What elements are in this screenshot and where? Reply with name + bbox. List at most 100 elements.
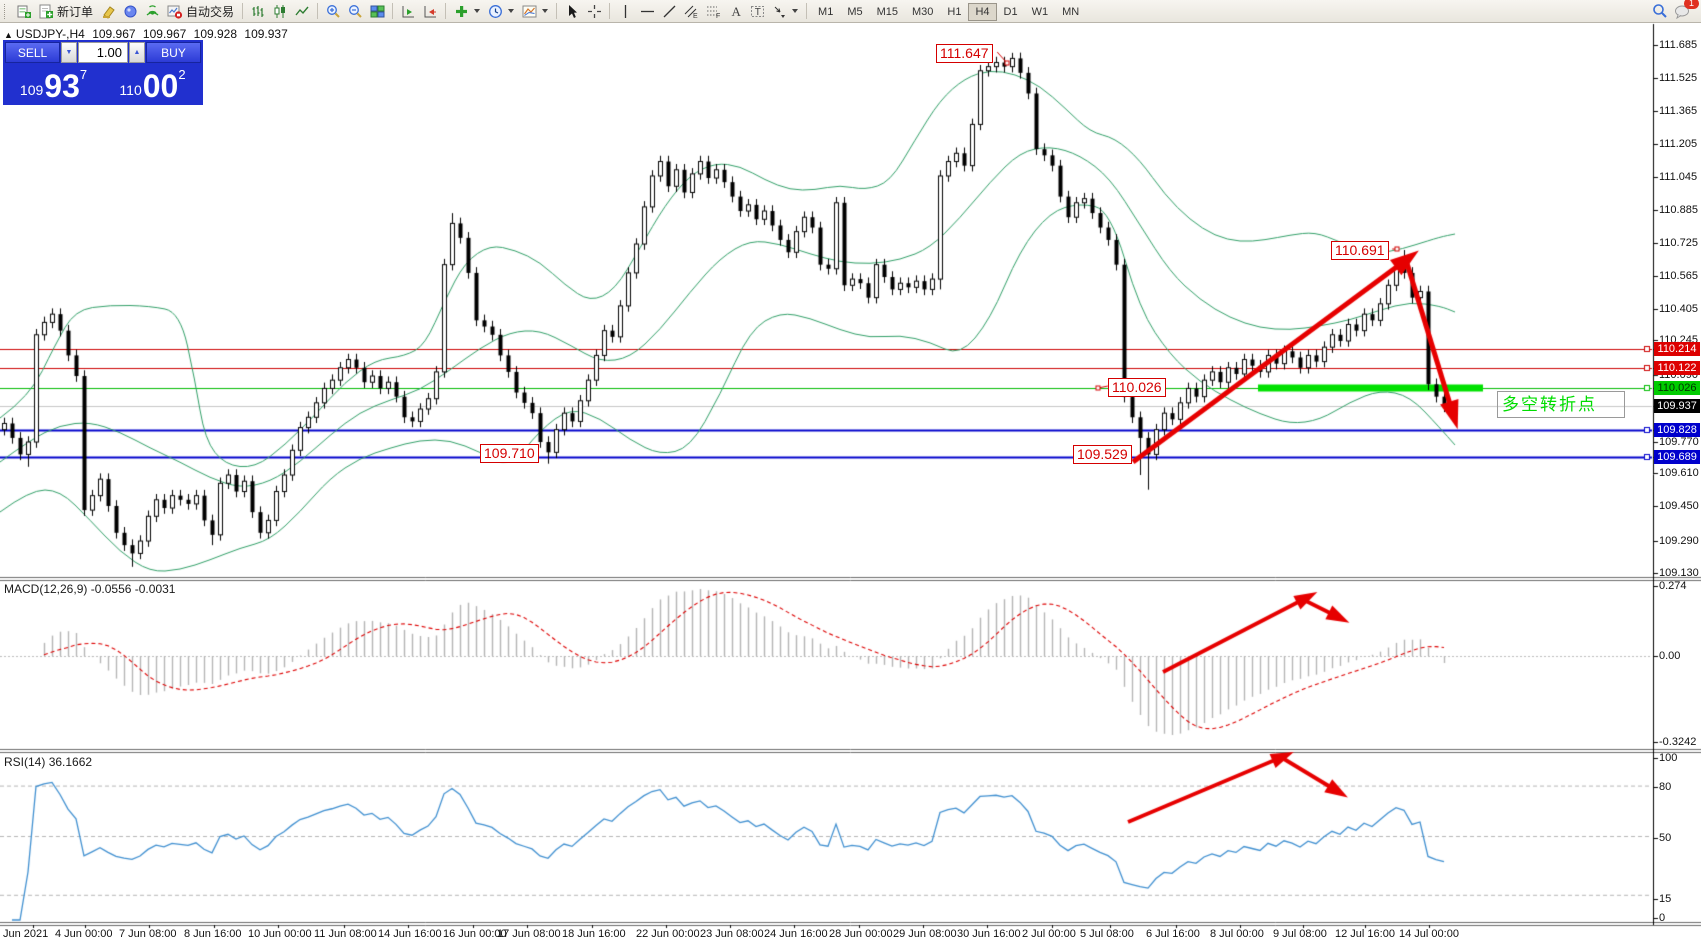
time-axis-tick: 30 Jun 16:00 bbox=[957, 928, 1021, 940]
main-toolbar: 新订单 自动交易 bbox=[0, 0, 1701, 23]
price-axis-tick: 111.205 bbox=[1659, 138, 1698, 150]
svg-text:E: E bbox=[693, 13, 698, 19]
time-axis-tick: 10 Jun 00:00 bbox=[248, 928, 312, 940]
chevron-down-icon bbox=[792, 9, 799, 13]
price-axis-tick: 109.450 bbox=[1659, 500, 1699, 512]
timeframe-group: M1 M5 M15 M30 H1 H4 D1 W1 MN bbox=[811, 2, 1086, 21]
bar-chart-icon[interactable] bbox=[247, 2, 269, 21]
equidistant-channel-icon[interactable]: E bbox=[680, 2, 702, 21]
trendline-icon[interactable] bbox=[658, 2, 680, 21]
svg-text:F: F bbox=[716, 13, 720, 19]
sell-button[interactable]: SELL bbox=[5, 42, 60, 63]
price-axis-tick: 111.525 bbox=[1659, 72, 1698, 84]
sell-price-big: 93 bbox=[44, 67, 80, 104]
volume-decrease-button[interactable]: ▼ bbox=[61, 42, 77, 63]
sell-price-base: 109 bbox=[19, 82, 44, 98]
toolbar-separator bbox=[392, 3, 394, 19]
text-icon[interactable]: A bbox=[724, 2, 746, 21]
candlestick-chart-icon[interactable] bbox=[269, 2, 291, 21]
turning-point-note[interactable]: 多空转折点 bbox=[1497, 391, 1625, 418]
buy-price-quote[interactable]: 110 00 2 bbox=[104, 65, 201, 103]
time-axis-tick: 11 Jun 08:00 bbox=[314, 928, 377, 940]
vertical-line-icon[interactable] bbox=[614, 2, 636, 21]
buy-price-sup: 2 bbox=[178, 67, 186, 82]
collapse-icon[interactable]: ▲ bbox=[4, 30, 13, 40]
svg-text:A: A bbox=[731, 4, 741, 19]
timeframe-m5[interactable]: M5 bbox=[847, 6, 863, 18]
search-icon[interactable] bbox=[1649, 2, 1671, 21]
time-axis-tick: 18 Jun 16:00 bbox=[562, 928, 626, 940]
time-axis-tick: 9 Jul 08:00 bbox=[1273, 928, 1327, 940]
timeframe-mn[interactable]: MN bbox=[1062, 6, 1080, 18]
rsi-label: RSI(14) 36.1662 bbox=[4, 755, 93, 769]
timeframe-h4[interactable]: H4 bbox=[968, 3, 997, 21]
timeframe-m30[interactable]: M30 bbox=[912, 6, 934, 18]
volume-increase-button[interactable]: ▲ bbox=[129, 42, 145, 63]
price-axis-tick: 110.885 bbox=[1659, 204, 1698, 216]
buy-button[interactable]: BUY bbox=[146, 42, 201, 63]
indicators-dropdown[interactable] bbox=[450, 2, 484, 21]
auto-scroll-icon[interactable] bbox=[397, 2, 419, 21]
tile-windows-icon[interactable] bbox=[366, 2, 388, 21]
toolbar-separator bbox=[445, 3, 447, 19]
autotrading-button[interactable]: 自动交易 bbox=[163, 2, 238, 21]
time-axis-tick: Jun 2021 bbox=[3, 928, 49, 940]
chart-shift-icon[interactable] bbox=[419, 2, 441, 21]
time-axis-tick: 4 Jun 00:00 bbox=[55, 928, 113, 940]
volume-input[interactable]: 1.00 bbox=[78, 42, 128, 63]
cursor-icon[interactable] bbox=[561, 2, 583, 21]
price-annotation-label[interactable]: 109.529 bbox=[1073, 445, 1132, 464]
price-badge: 109.689 bbox=[1654, 450, 1700, 464]
time-axis-tick: 24 Jun 16:00 bbox=[764, 928, 828, 940]
new-order-button[interactable]: 新订单 bbox=[35, 2, 97, 21]
notifications-icon[interactable]: 1 bbox=[1671, 0, 1699, 21]
price-axis-tick: 110.565 bbox=[1659, 270, 1698, 282]
autotrading-label: 自动交易 bbox=[186, 4, 235, 19]
one-click-trading-panel: SELL ▼ 1.00 ▲ BUY 109 93 7 110 00 2 bbox=[3, 40, 203, 105]
time-axis-tick: 28 Jun 00:00 bbox=[829, 928, 893, 940]
price-annotation-label[interactable]: 110.026 bbox=[1108, 378, 1166, 397]
signals-icon[interactable] bbox=[141, 2, 163, 21]
price-annotation-label[interactable]: 109.710 bbox=[480, 444, 539, 463]
price-annotation-label[interactable]: 111.647 bbox=[936, 44, 993, 63]
price-annotation-label[interactable]: 110.691 bbox=[1331, 241, 1389, 260]
new-order-label: 新订单 bbox=[57, 4, 94, 19]
macd-axis-tick: 0.274 bbox=[1659, 580, 1687, 592]
community-icon[interactable] bbox=[119, 2, 141, 21]
sell-price-quote[interactable]: 109 93 7 bbox=[5, 65, 102, 103]
zoom-in-icon[interactable] bbox=[322, 2, 344, 21]
price-axis-tick: 110.725 bbox=[1659, 237, 1698, 249]
price-badge: 110.026 bbox=[1654, 381, 1700, 395]
line-chart-icon[interactable] bbox=[291, 2, 313, 21]
symbols-icon[interactable] bbox=[13, 2, 35, 21]
text-label-icon[interactable]: T bbox=[746, 2, 768, 21]
chevron-down-icon bbox=[542, 9, 549, 13]
chevron-down-icon bbox=[474, 9, 481, 13]
periods-dropdown[interactable] bbox=[484, 2, 518, 21]
metaeditor-icon[interactable] bbox=[97, 2, 119, 21]
time-axis-tick: 5 Jul 08:00 bbox=[1080, 928, 1134, 940]
timeframe-w1[interactable]: W1 bbox=[1031, 6, 1049, 18]
templates-dropdown[interactable] bbox=[518, 2, 552, 21]
arrows-dropdown[interactable] bbox=[768, 2, 802, 21]
zoom-out-icon[interactable] bbox=[344, 2, 366, 21]
time-axis-tick: 8 Jun 16:00 bbox=[184, 928, 242, 940]
buy-price-base: 110 bbox=[119, 82, 142, 98]
timeframe-m1[interactable]: M1 bbox=[818, 6, 834, 18]
fibonacci-icon[interactable]: F bbox=[702, 2, 724, 21]
horizontal-line-icon[interactable] bbox=[636, 2, 658, 21]
timeframe-d1[interactable]: D1 bbox=[1003, 6, 1018, 18]
timeframe-m15[interactable]: M15 bbox=[876, 6, 898, 18]
toolbar-separator bbox=[556, 3, 558, 19]
macd-signal-value: -0.0031 bbox=[134, 582, 176, 596]
toolbar-separator bbox=[242, 3, 244, 19]
rsi-value: 36.1662 bbox=[48, 755, 93, 769]
close-value: 109.937 bbox=[244, 27, 288, 41]
high-value: 109.967 bbox=[142, 27, 187, 41]
price-badge: 109.828 bbox=[1654, 423, 1700, 437]
time-axis-tick: 8 Jul 00:00 bbox=[1210, 928, 1264, 940]
notification-badge: 1 bbox=[1684, 0, 1699, 9]
timeframe-h1[interactable]: H1 bbox=[947, 6, 962, 18]
crosshair-icon[interactable] bbox=[583, 2, 605, 21]
